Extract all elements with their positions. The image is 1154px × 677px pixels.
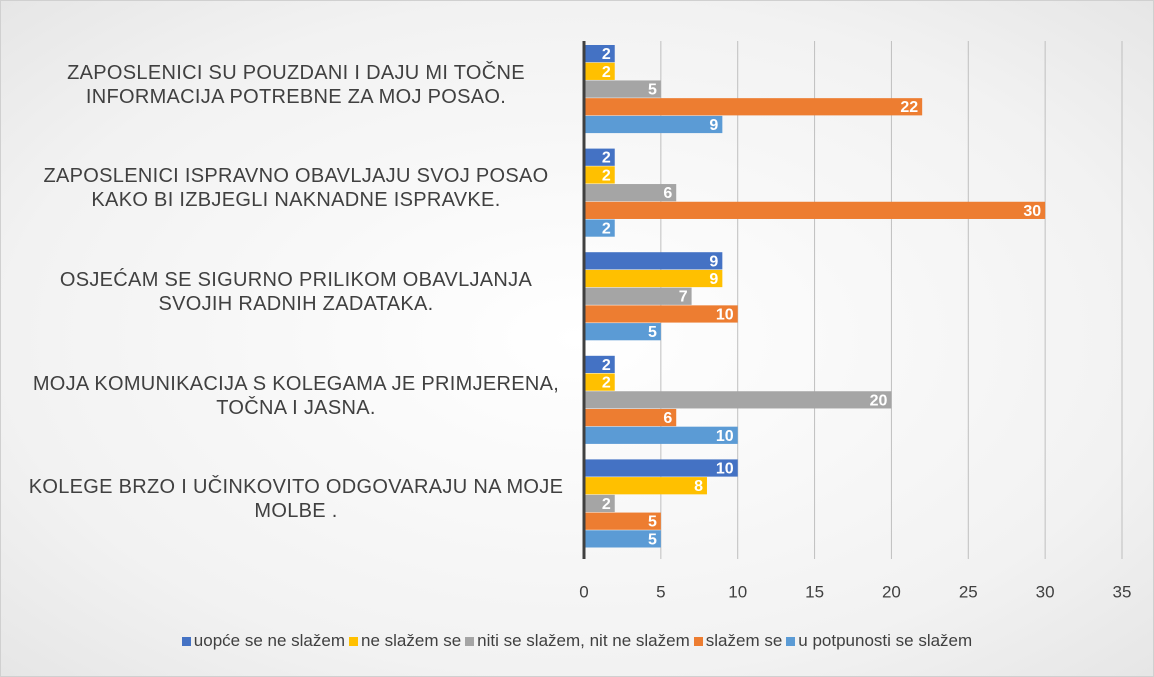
- x-tick-label: 30: [1036, 582, 1055, 601]
- bar: [584, 426, 738, 444]
- bar: [584, 80, 661, 98]
- bar: [584, 166, 615, 184]
- x-tick-label: 15: [805, 582, 824, 601]
- x-tick-label: 35: [1113, 582, 1132, 601]
- x-tick-label: 5: [656, 582, 665, 601]
- x-tick-label: 0: [579, 582, 588, 601]
- category-label: ZAPOSLENICI ISPRAVNO OBAVLJAJU SVOJ POSA…: [43, 165, 549, 212]
- data-label: 10: [716, 306, 734, 323]
- data-label: 20: [870, 392, 888, 409]
- x-tick-label: 20: [882, 582, 901, 601]
- data-label: 5: [648, 531, 657, 548]
- bar: [584, 323, 661, 341]
- data-label: 30: [1023, 203, 1041, 220]
- data-label: 2: [602, 221, 611, 238]
- bar: [584, 201, 1046, 219]
- bar: [584, 62, 615, 80]
- bar: [584, 305, 738, 323]
- data-label: 6: [663, 185, 672, 202]
- bar: [584, 252, 723, 270]
- legend-swatch: [693, 636, 703, 646]
- bar: [584, 219, 615, 237]
- legend-label: ne slažem se: [361, 631, 462, 650]
- bar: [584, 269, 723, 288]
- data-label: 2: [602, 357, 611, 374]
- data-label: 5: [648, 514, 657, 531]
- legend-label: slažem se: [705, 631, 783, 650]
- legend-label: niti se slažem, nit ne slažem: [477, 631, 690, 650]
- bar: [584, 459, 738, 477]
- legend-swatch: [349, 636, 358, 646]
- bar: [584, 45, 615, 63]
- data-label: 9: [709, 117, 718, 134]
- category-label: OSJEĆAM SE SIGURNO PRILIKOM OBAVLJANJA S…: [59, 269, 533, 315]
- bar: [584, 373, 615, 391]
- bar: [584, 530, 661, 548]
- legend-label: u potpunosti se slažem: [798, 631, 973, 650]
- x-tick-label: 10: [728, 582, 747, 601]
- legend-item: uopće se ne slažem: [181, 631, 345, 651]
- data-label: 2: [602, 150, 611, 167]
- bar: [584, 287, 692, 305]
- legend: uopće se ne slažem ne slažem se niti se sl…: [1, 631, 1153, 651]
- data-label: 6: [663, 410, 672, 427]
- legend-item: ne slažem se: [349, 631, 461, 651]
- legend-swatch: [786, 636, 796, 646]
- bar: [584, 355, 615, 374]
- data-label: 9: [709, 271, 718, 288]
- data-label: 2: [602, 64, 611, 81]
- legend-swatch: [465, 636, 475, 646]
- x-tick-label: 25: [959, 582, 978, 601]
- data-label: 2: [602, 496, 611, 513]
- legend-label: uopće se ne slažem: [193, 631, 345, 650]
- legend-item: slažem se: [693, 631, 783, 651]
- bar: [584, 391, 892, 409]
- bar: [584, 98, 923, 116]
- data-label: 2: [602, 46, 611, 63]
- data-label: 8: [694, 478, 703, 495]
- legend-item: u potpunosti se slažem: [786, 631, 972, 651]
- category-label: ZAPOSLENICI SU POUZDANI I DAJU MI TOČNE …: [67, 61, 525, 108]
- bar: [584, 148, 615, 166]
- bar: [584, 512, 661, 530]
- data-label: 5: [648, 82, 657, 99]
- legend-item: niti se slažem, nit ne slažem: [465, 631, 690, 651]
- category-label: KOLEGE BRZO I UČINKOVITO ODGOVARAJU NA M…: [28, 476, 564, 523]
- category-label: MOJA KOMUNIKACIJA S KOLEGAMA JE PRIMJERE…: [32, 372, 560, 419]
- data-label: 5: [648, 324, 657, 341]
- data-label: 2: [602, 375, 611, 392]
- bar: [584, 115, 723, 134]
- bar: [584, 477, 707, 495]
- legend-swatch: [181, 636, 191, 646]
- bar: [584, 494, 615, 513]
- data-label: 2: [602, 167, 611, 184]
- data-label: 10: [716, 428, 734, 445]
- data-label: 22: [900, 99, 918, 116]
- bar: [584, 408, 677, 427]
- data-label: 9: [709, 253, 718, 270]
- data-label: 10: [716, 460, 734, 477]
- data-label: 7: [679, 289, 688, 306]
- bar: [584, 184, 677, 202]
